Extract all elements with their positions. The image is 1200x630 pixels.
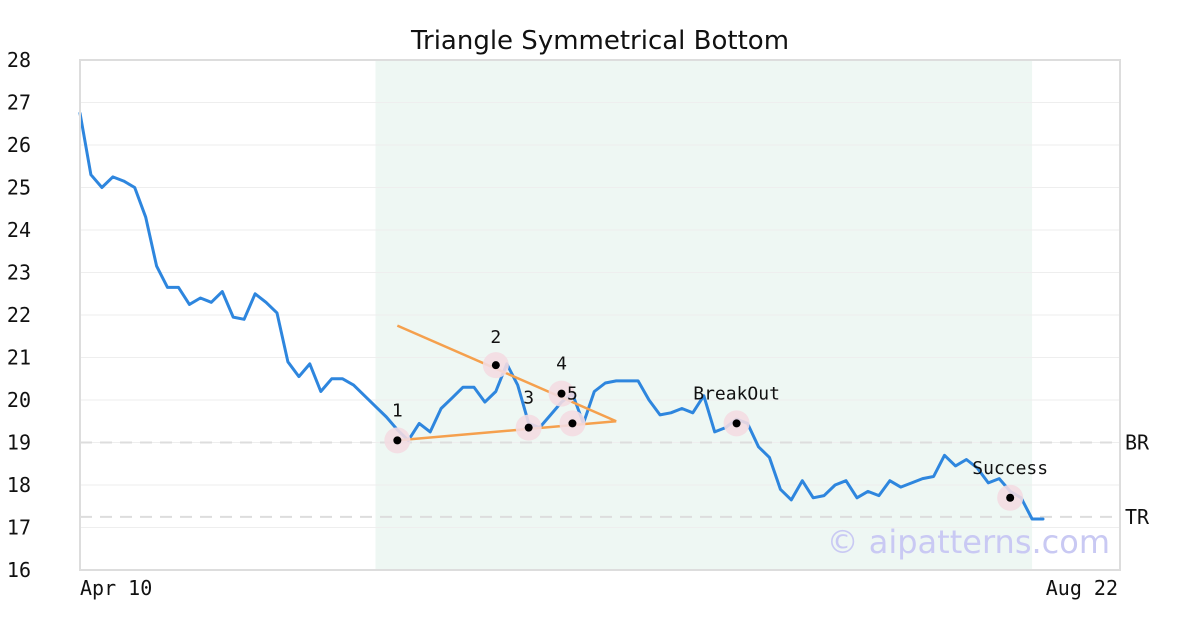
reference-lines: BR TR [80, 431, 1150, 529]
point-marker-5 [568, 419, 577, 428]
point-marker-breakout [732, 419, 741, 428]
point-marker-3 [524, 423, 533, 432]
reference-label-br: BR [1125, 431, 1150, 455]
y-tick-27: 27 [7, 91, 31, 115]
pattern-points: 1 2 3 45 BreakOut Success [384, 327, 1048, 511]
plot-frame [79, 59, 1121, 571]
y-axis-ticks: 16 17 18 19 20 21 22 23 24 25 26 27 28 [7, 48, 31, 582]
point-label-1: 1 [392, 400, 403, 421]
y-tick-19: 19 [7, 431, 31, 455]
point-label-4: 4 [556, 354, 567, 375]
point-label-2: 2 [490, 327, 501, 348]
y-tick-24: 24 [7, 218, 31, 242]
point-label-breakout: BreakOut [693, 383, 780, 404]
point-label-5: 5 [567, 383, 578, 404]
watermark: © aipatterns.com [827, 523, 1110, 561]
y-tick-16: 16 [7, 558, 31, 582]
y-tick-23: 23 [7, 261, 31, 285]
y-tick-21: 21 [7, 346, 31, 370]
y-tick-17: 17 [7, 516, 31, 540]
x-label-end: Aug 22 [1046, 576, 1118, 600]
chart-title: Triangle Symmetrical Bottom [410, 26, 789, 56]
point-marker-1 [393, 436, 402, 445]
reference-label-tr: TR [1125, 505, 1150, 529]
x-label-start: Apr 10 [80, 576, 152, 600]
y-tick-25: 25 [7, 176, 31, 200]
point-marker-4 [557, 389, 566, 398]
point-label-success: Success [972, 458, 1048, 479]
trendline-1 [396, 324, 617, 423]
y-tick-20: 20 [7, 388, 31, 412]
point-label-3: 3 [523, 388, 534, 409]
y-tick-18: 18 [7, 473, 31, 497]
y-tick-22: 22 [7, 303, 31, 327]
point-marker-success [1006, 493, 1015, 502]
point-marker-2 [491, 361, 500, 370]
y-tick-26: 26 [7, 133, 31, 157]
y-tick-28: 28 [7, 48, 31, 72]
